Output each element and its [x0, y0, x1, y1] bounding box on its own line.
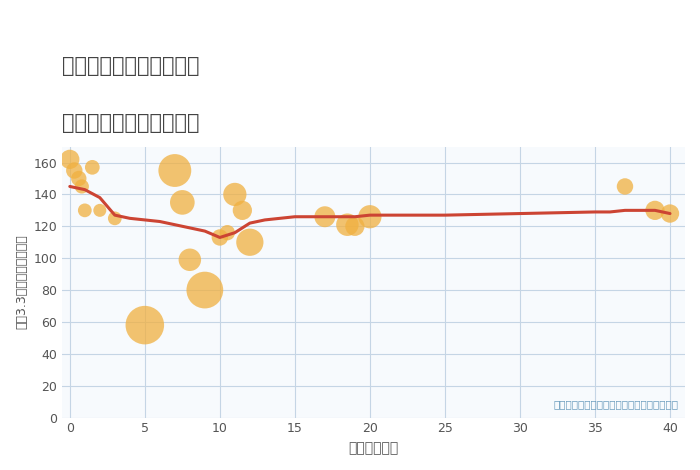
Text: 円の大きさは、取引のあった物件面積を示す: 円の大きさは、取引のあった物件面積を示す	[554, 400, 679, 409]
Point	[244, 238, 256, 246]
Point	[650, 207, 661, 214]
Point	[94, 207, 106, 214]
Point	[620, 183, 631, 190]
Point	[199, 286, 211, 294]
Point	[74, 175, 85, 182]
Point	[176, 199, 188, 206]
Point	[76, 183, 88, 190]
Point	[139, 321, 150, 329]
Point	[319, 213, 330, 220]
Point	[664, 210, 676, 217]
Point	[69, 167, 80, 174]
Point	[214, 234, 225, 241]
Text: 福岡県福岡市西区豊浜の: 福岡県福岡市西区豊浜の	[62, 56, 200, 76]
Point	[64, 156, 76, 163]
Point	[87, 164, 98, 171]
X-axis label: 築年数（年）: 築年数（年）	[349, 441, 399, 455]
Point	[229, 191, 240, 198]
Point	[184, 256, 195, 264]
Y-axis label: 坪（3.3㎡）単価（万円）: 坪（3.3㎡）単価（万円）	[15, 235, 28, 329]
Point	[222, 229, 233, 236]
Point	[237, 207, 248, 214]
Point	[364, 213, 375, 220]
Point	[79, 207, 90, 214]
Point	[342, 221, 353, 228]
Point	[349, 222, 360, 230]
Point	[109, 215, 120, 222]
Point	[169, 167, 181, 174]
Text: 築年数別中古戸建て価格: 築年数別中古戸建て価格	[62, 112, 200, 133]
